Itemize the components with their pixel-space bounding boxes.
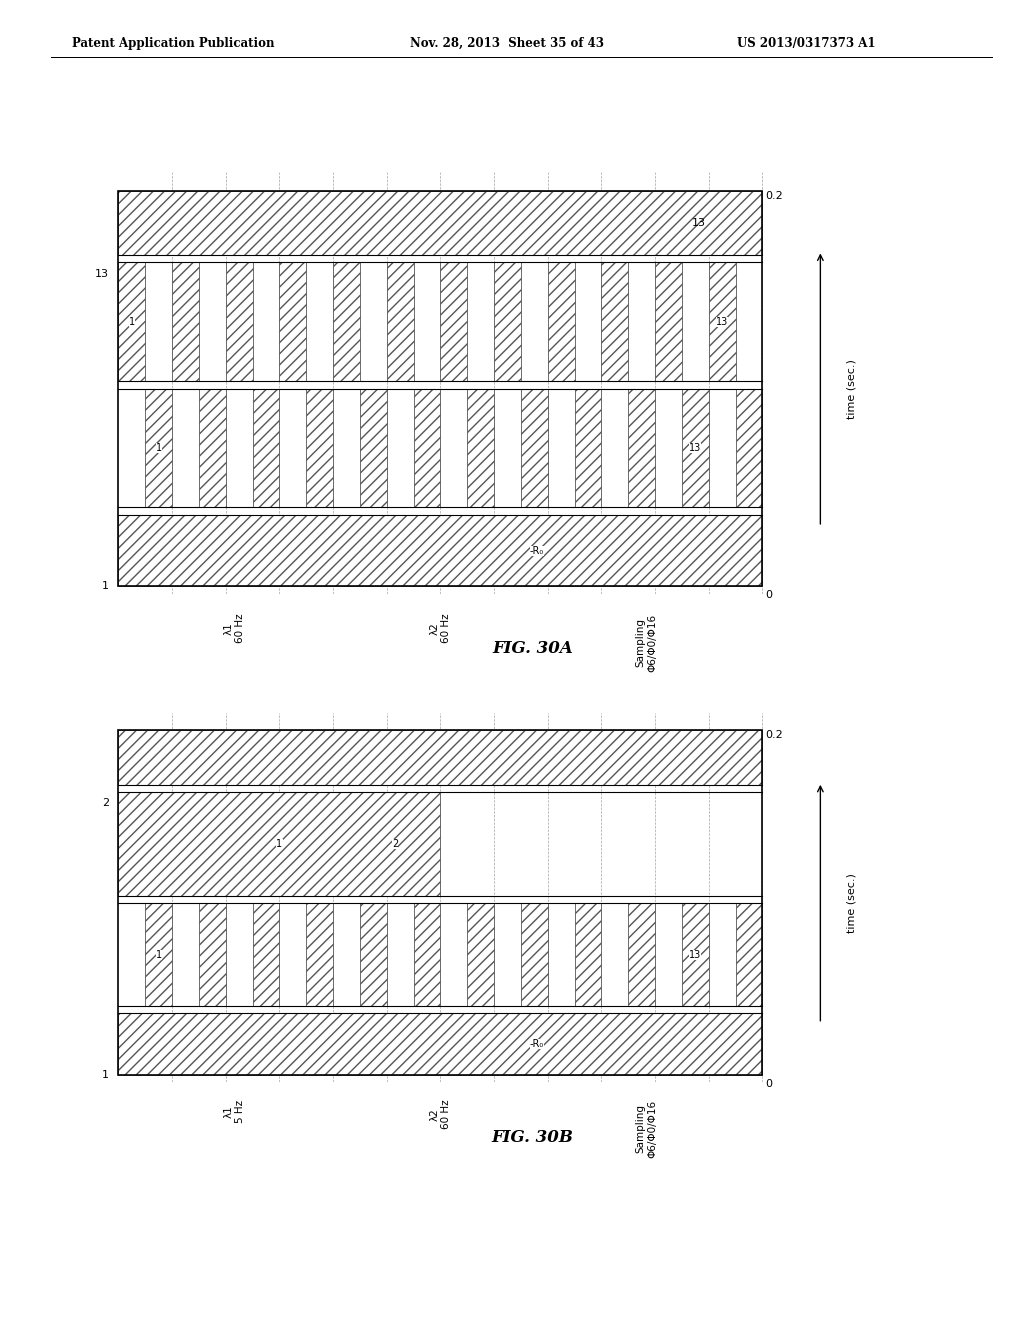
- Bar: [119, 515, 763, 586]
- Bar: [682, 903, 709, 1006]
- Text: λ1
5 Hz: λ1 5 Hz: [223, 1100, 245, 1123]
- Text: 2: 2: [392, 840, 398, 849]
- Text: FIG. 30A: FIG. 30A: [493, 640, 572, 657]
- Bar: [629, 903, 655, 1006]
- Bar: [495, 263, 521, 381]
- Text: 0.2: 0.2: [766, 730, 783, 741]
- Bar: [253, 388, 280, 507]
- Text: 13: 13: [691, 218, 706, 228]
- Text: Nov. 28, 2013  Sheet 35 of 43: Nov. 28, 2013 Sheet 35 of 43: [410, 37, 603, 50]
- Bar: [119, 191, 763, 586]
- Bar: [306, 388, 333, 507]
- Text: λ1
60 Hz: λ1 60 Hz: [223, 614, 245, 643]
- Bar: [467, 903, 495, 1006]
- Text: FIG. 30B: FIG. 30B: [492, 1129, 573, 1146]
- Bar: [629, 388, 655, 507]
- Bar: [306, 903, 333, 1006]
- Text: 1: 1: [129, 317, 135, 326]
- Bar: [467, 388, 495, 507]
- Text: Patent Application Publication: Patent Application Publication: [72, 37, 274, 50]
- Bar: [199, 903, 226, 1006]
- Bar: [119, 730, 763, 1076]
- Bar: [414, 903, 440, 1006]
- Bar: [440, 263, 467, 381]
- Bar: [735, 903, 763, 1006]
- Bar: [226, 263, 253, 381]
- Bar: [574, 388, 601, 507]
- Text: -R₀: -R₀: [529, 545, 544, 556]
- Bar: [360, 903, 387, 1006]
- Bar: [280, 263, 306, 381]
- Text: 0: 0: [766, 1078, 773, 1089]
- Text: time (sec.): time (sec.): [846, 359, 856, 418]
- Bar: [119, 730, 763, 785]
- Text: 1: 1: [156, 949, 162, 960]
- Bar: [253, 903, 280, 1006]
- Bar: [172, 263, 199, 381]
- Text: 1: 1: [276, 840, 283, 849]
- Bar: [333, 263, 360, 381]
- Bar: [387, 263, 414, 381]
- Bar: [145, 388, 172, 507]
- Bar: [360, 388, 387, 507]
- Bar: [735, 388, 763, 507]
- Bar: [548, 263, 574, 381]
- Text: Sampling
Φ6/Φ0/Φ16: Sampling Φ6/Φ0/Φ16: [636, 1100, 657, 1158]
- Text: Sampling
Φ6/Φ0/Φ16: Sampling Φ6/Φ0/Φ16: [636, 614, 657, 672]
- Bar: [709, 263, 735, 381]
- Text: 0.2: 0.2: [766, 191, 783, 202]
- Text: -R₀: -R₀: [529, 1039, 544, 1049]
- Bar: [521, 903, 548, 1006]
- Text: λ2
60 Hz: λ2 60 Hz: [430, 1100, 452, 1130]
- Bar: [574, 903, 601, 1006]
- Text: 13: 13: [716, 317, 728, 326]
- Text: λ2
60 Hz: λ2 60 Hz: [430, 614, 452, 643]
- Text: US 2013/0317373 A1: US 2013/0317373 A1: [737, 37, 876, 50]
- Bar: [655, 263, 682, 381]
- Bar: [601, 263, 629, 381]
- Text: time (sec.): time (sec.): [846, 873, 856, 933]
- Text: 13: 13: [95, 269, 109, 280]
- Bar: [682, 388, 709, 507]
- Text: 1: 1: [101, 581, 109, 591]
- Text: 1: 1: [156, 444, 162, 453]
- Bar: [199, 388, 226, 507]
- Bar: [145, 903, 172, 1006]
- Bar: [119, 792, 440, 896]
- Text: 13: 13: [689, 949, 701, 960]
- Bar: [521, 388, 548, 507]
- Bar: [119, 1014, 763, 1076]
- Text: 0: 0: [766, 590, 773, 601]
- Text: 1: 1: [101, 1071, 109, 1081]
- Bar: [119, 263, 145, 381]
- Bar: [119, 191, 763, 255]
- Bar: [414, 388, 440, 507]
- Text: 2: 2: [101, 797, 109, 808]
- Text: 13: 13: [689, 444, 701, 453]
